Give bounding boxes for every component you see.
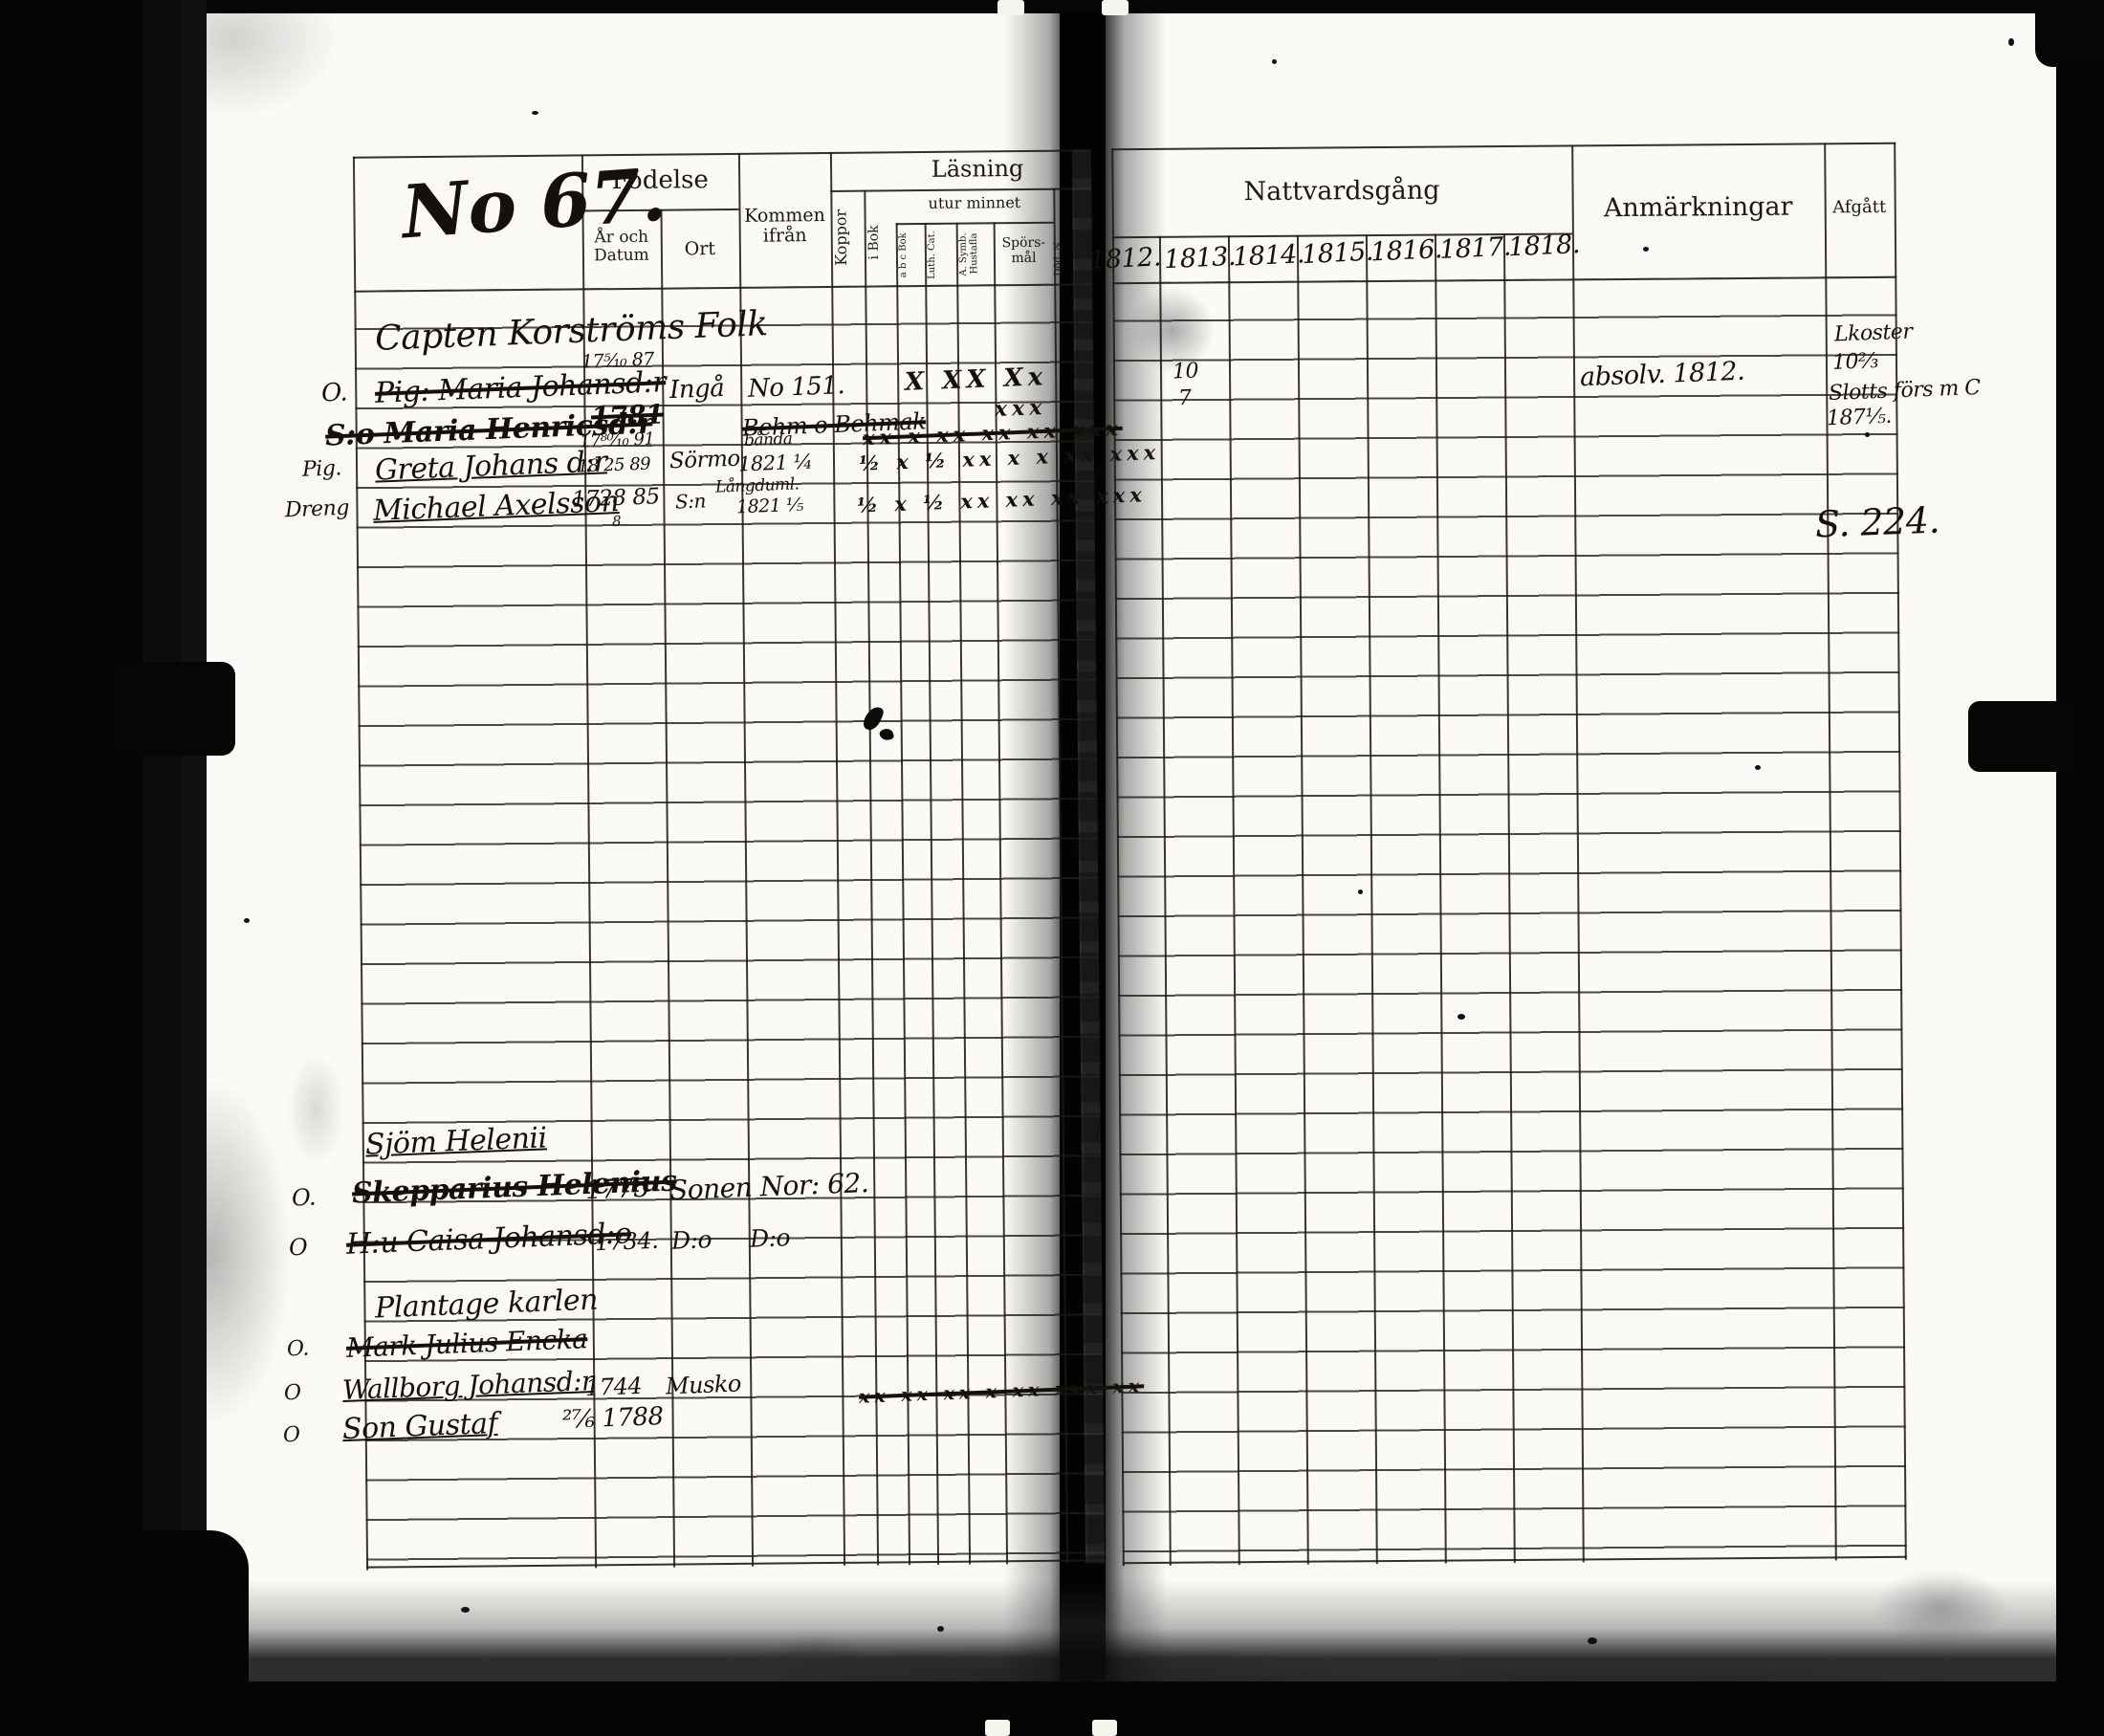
speck xyxy=(532,111,538,115)
reading-marks-above: xxx xyxy=(994,394,1047,423)
year-label-1818: 1818. xyxy=(1507,229,1581,263)
scan-smudge xyxy=(1874,1569,2008,1645)
birth-place: D:o xyxy=(670,1225,712,1255)
binding-clip-bottom-left xyxy=(985,1720,1010,1736)
speck xyxy=(1272,59,1277,64)
reading-marks: X XX Xx xyxy=(904,363,1048,397)
birth-date: 1775 xyxy=(584,1173,650,1206)
col-header-ort: Ort xyxy=(684,238,716,260)
margin-mark: Pig. xyxy=(301,456,342,482)
film-edge-right xyxy=(2056,0,2104,1736)
col-header-utur-minnet: utur minnet xyxy=(928,193,1021,212)
binding-clip-bottom-right xyxy=(1092,1720,1117,1736)
afgatt-entry: Lkoster xyxy=(1833,319,1913,347)
speck xyxy=(1643,247,1649,252)
speck xyxy=(2008,38,2014,46)
margin-mark: O xyxy=(282,1422,301,1448)
film-edge-corner xyxy=(2035,0,2104,67)
birth-date-alt: 18 25 89 xyxy=(577,453,651,477)
ledger-rows-grid xyxy=(1112,275,1907,1561)
year-label-1817: 1817. xyxy=(1438,231,1512,265)
col-header-abc-bok: a b c Bok xyxy=(897,232,910,278)
section-heading: Sjöm Helenii xyxy=(364,1121,548,1162)
film-edge-top xyxy=(0,0,2104,13)
binding-clip-top-right xyxy=(1102,0,1129,15)
birth-date: 1734. xyxy=(594,1226,659,1257)
year-label-1814: 1814. xyxy=(1232,239,1305,273)
margin-mark: O xyxy=(288,1233,308,1262)
scan-smudge xyxy=(287,1052,344,1167)
margin-mark: O. xyxy=(291,1183,317,1212)
speck xyxy=(461,1607,470,1613)
margin-mark: O. xyxy=(286,1336,310,1362)
afgatt-page-ref: S. 224. xyxy=(1814,498,1940,546)
margin-mark: O. xyxy=(320,378,348,408)
kommen-ifran-entry2: 1821 ¼ xyxy=(737,450,813,476)
afgatt-entry: 10⅔ xyxy=(1831,349,1879,375)
birth-date: 1781 xyxy=(590,398,665,433)
speck xyxy=(1755,765,1761,770)
afgatt-entry: 187⅕. xyxy=(1826,404,1893,431)
kommen-ifran-entry2: 1821 ⅕ xyxy=(735,494,804,518)
communion-count: 7 xyxy=(1177,385,1192,411)
col-header-afgatt: Afgått xyxy=(1832,196,1887,218)
birth-date: ²⁷⁄₆ 1788 xyxy=(561,1401,665,1436)
film-edge-bottom xyxy=(0,1681,2104,1736)
binding-clip-top-left xyxy=(997,0,1024,15)
year-label-1813: 1813. xyxy=(1163,241,1237,275)
birth-place: S:n xyxy=(674,489,707,514)
col-header-dod-n: Död. N. xyxy=(1052,239,1064,276)
speck xyxy=(937,1626,944,1632)
film-notch-right xyxy=(1968,701,2073,772)
speck xyxy=(1588,1637,1597,1644)
margin-mark: Dreng xyxy=(284,495,350,523)
speck xyxy=(1865,432,1870,437)
col-header-lasning: Läsning xyxy=(931,155,1024,183)
film-corner-bottom-left xyxy=(0,1530,249,1736)
year-label-1815: 1815. xyxy=(1301,236,1374,271)
col-header-i-bok: i Bok xyxy=(866,225,882,260)
birth-date: 1728 85 xyxy=(571,484,661,513)
birth-date: 17⁵⁄₁₀ 87 xyxy=(581,348,655,373)
film-edge-left xyxy=(0,0,207,1736)
right-page-table: Nattvardsgång Anmärkningar Afgått 1812. … xyxy=(1088,142,1907,1567)
kommen-ifran-entry: bånda xyxy=(743,429,793,450)
col-header-kommen-ifran: Kommen ifrån xyxy=(744,205,825,247)
col-header-anmarkningar: Anmärkningar xyxy=(1603,191,1793,224)
speck xyxy=(1358,890,1363,894)
birth-date: 17⁸⁰⁄₁₀ 91 xyxy=(579,429,655,452)
margin-mark: O xyxy=(283,1380,302,1406)
col-header-luth-cat: Luth. Cat. xyxy=(926,231,938,280)
birth-place: Musko xyxy=(665,1370,742,1400)
person-name: Son Gustaf xyxy=(341,1406,498,1447)
col-header-sporsmal: Spörs­mål xyxy=(1001,234,1046,266)
film-notch-left xyxy=(113,662,235,756)
year-label-1812: 1812. xyxy=(1088,242,1162,275)
communion-count: 10 xyxy=(1172,359,1199,385)
kommen-ifran-entry: D:o xyxy=(749,1223,791,1253)
kommen-ifran-entry: No 151. xyxy=(747,371,845,404)
year-label-1816: 1816. xyxy=(1370,234,1443,268)
birth-date: 1744 xyxy=(584,1372,643,1402)
birth-place: Ingå xyxy=(668,373,725,406)
col-header-koppor: Koppor xyxy=(831,209,851,267)
col-header-a-symb-hustafla: A. Symb. Hustafla xyxy=(957,231,980,276)
birth-place: Sörmo xyxy=(668,446,741,474)
birth-date-alt: 8 xyxy=(611,512,622,531)
speck xyxy=(1457,1014,1465,1020)
kommen-ifran-entry: Långduml. xyxy=(714,474,800,497)
col-header-nattvardsgang: Nattvardsgång xyxy=(1243,175,1440,208)
remark-entry: absolv. 1812. xyxy=(1579,356,1745,393)
speck xyxy=(244,918,250,923)
